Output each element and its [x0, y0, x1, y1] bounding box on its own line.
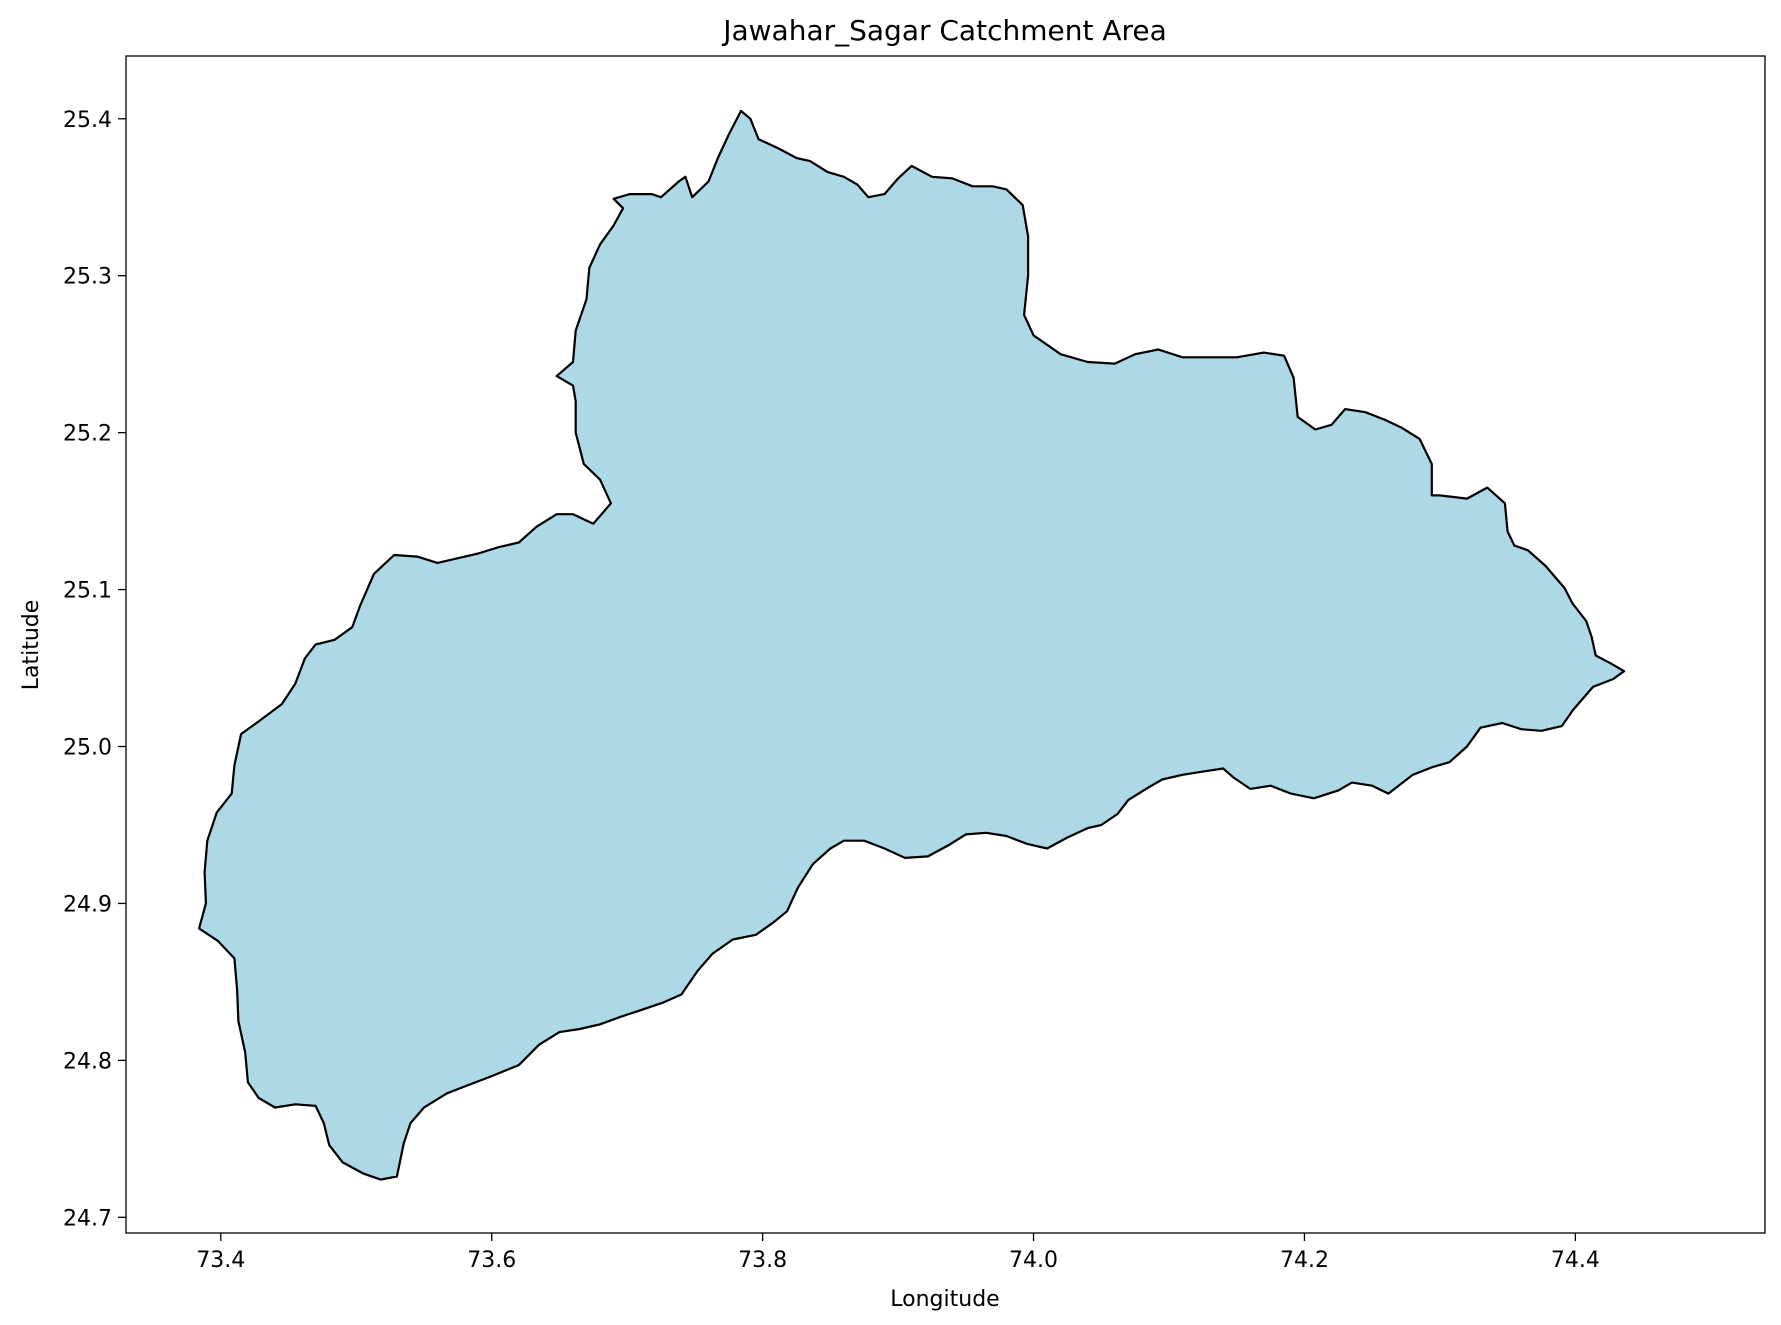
- x-tick-label: 73.4: [196, 1248, 245, 1273]
- y-axis: 24.7 24.8 24.9 25.0 25.1 25.2 25.3 25.4: [63, 108, 126, 1231]
- y-tick-label: 25.2: [63, 422, 112, 447]
- x-tick-label: 74.4: [1551, 1248, 1600, 1273]
- y-tick-label: 24.7: [63, 1206, 112, 1231]
- x-axis-label: Longitude: [890, 1287, 999, 1312]
- x-tick-label: 74.0: [1009, 1248, 1058, 1273]
- x-axis: 73.4 73.6 73.8 74.0 74.2 74.4: [196, 1233, 1600, 1273]
- x-tick-label: 73.8: [738, 1248, 787, 1273]
- x-tick-label: 73.6: [467, 1248, 516, 1273]
- plot-area: [125, 55, 1766, 1234]
- y-tick-label: 24.9: [63, 892, 112, 917]
- y-tick-label: 24.8: [63, 1049, 112, 1074]
- axes-frame: [125, 55, 1766, 1234]
- y-tick-label: 25.0: [63, 736, 112, 761]
- y-tick-label: 25.1: [63, 579, 112, 604]
- chart-title: Jawahar_Sagar Catchment Area: [721, 14, 1167, 47]
- catchment-polygon: [198, 109, 1626, 1181]
- y-tick-label: 25.3: [63, 265, 112, 290]
- y-tick-label: 25.4: [63, 108, 112, 133]
- x-tick-label: 74.2: [1280, 1248, 1329, 1273]
- y-axis-label: Latitude: [19, 600, 44, 691]
